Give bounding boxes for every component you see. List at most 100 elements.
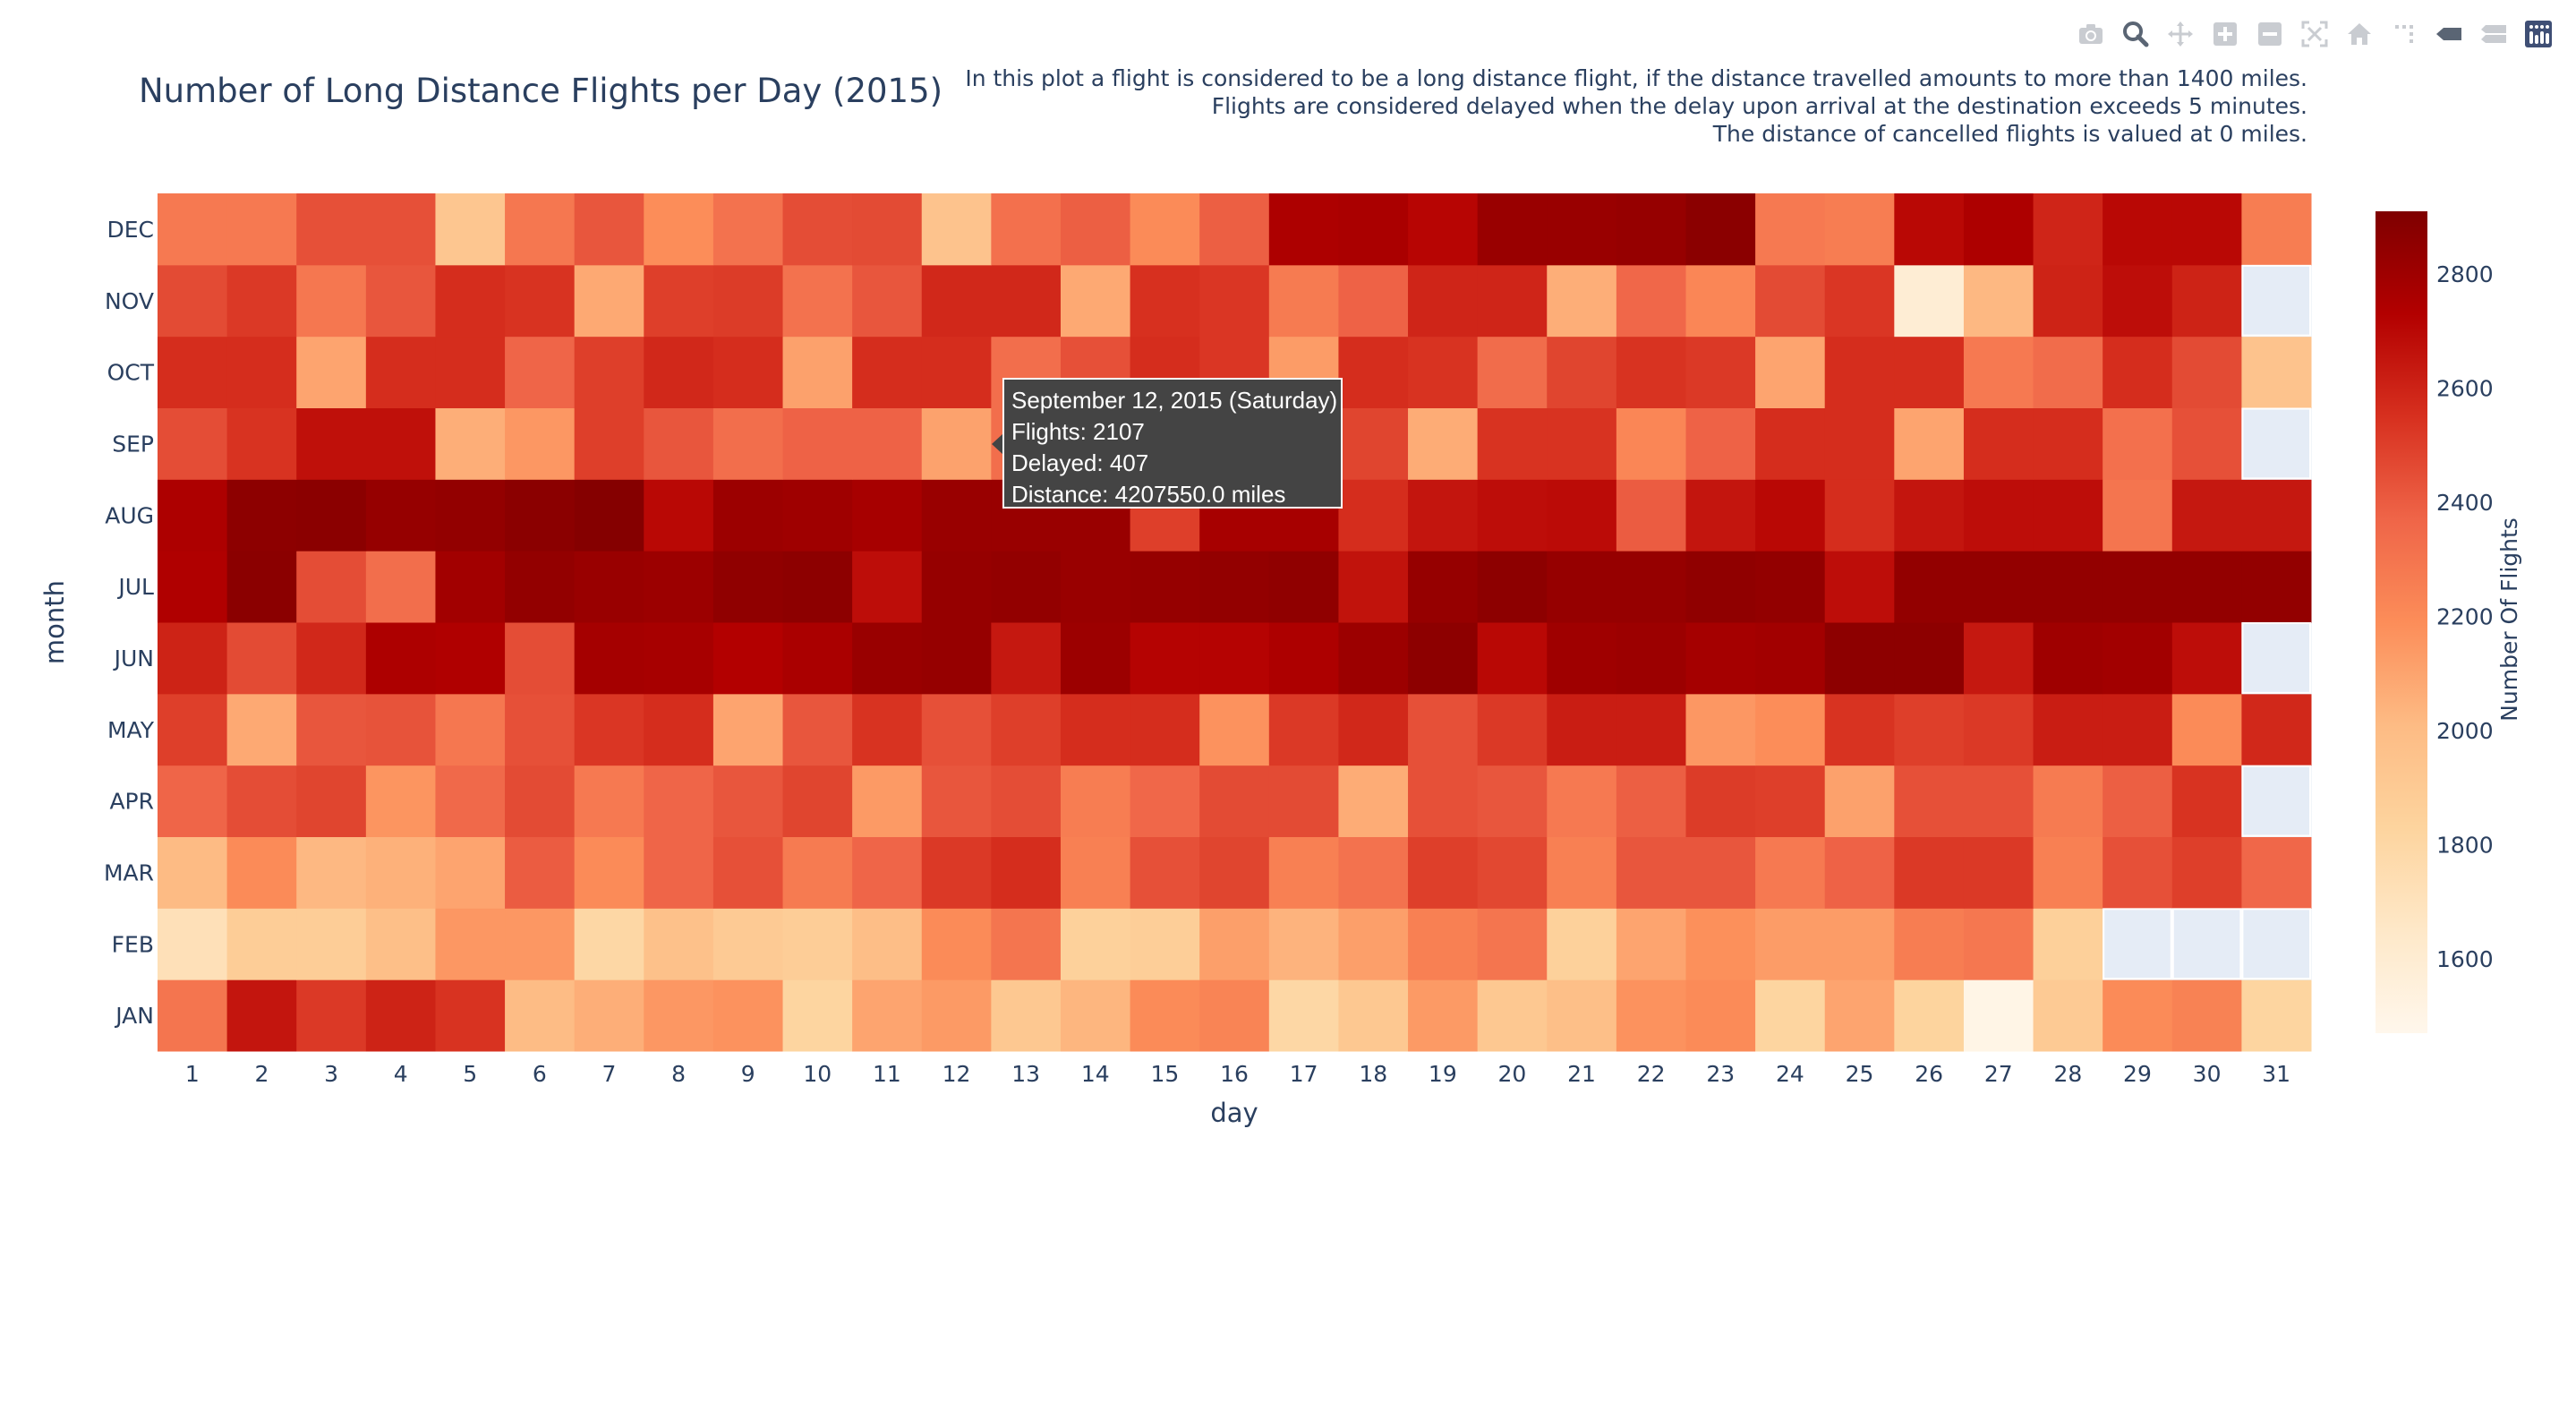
heatmap-cell[interactable] bbox=[1408, 765, 1479, 837]
heatmap-cell[interactable] bbox=[1755, 836, 1826, 909]
heatmap-cell[interactable] bbox=[1547, 908, 1617, 980]
heatmap-cell[interactable] bbox=[921, 551, 992, 623]
heatmap-cell[interactable] bbox=[1894, 264, 1965, 338]
heatmap-cell[interactable] bbox=[1685, 765, 1756, 837]
heatmap-cell[interactable] bbox=[1408, 979, 1479, 1052]
heatmap-cell[interactable] bbox=[1130, 693, 1200, 766]
heatmap-cell[interactable] bbox=[365, 908, 436, 980]
heatmap-cell[interactable] bbox=[2033, 979, 2103, 1052]
heatmap-cell[interactable] bbox=[921, 765, 992, 837]
heatmap-cell[interactable] bbox=[1824, 193, 1895, 266]
heatmap-cell[interactable] bbox=[1894, 407, 1965, 480]
heatmap-cell[interactable] bbox=[782, 908, 853, 980]
heatmap-cell[interactable] bbox=[1408, 193, 1479, 266]
heatmap-cell[interactable] bbox=[574, 407, 644, 480]
heatmap-cell[interactable] bbox=[1060, 622, 1131, 695]
heatmap-cell[interactable] bbox=[296, 622, 367, 695]
heatmap-cell[interactable] bbox=[505, 264, 576, 338]
heatmap-cell[interactable] bbox=[158, 693, 228, 766]
heatmap-cell[interactable] bbox=[991, 908, 1062, 980]
heatmap-cell[interactable] bbox=[1547, 193, 1617, 266]
heatmap-cell[interactable] bbox=[1477, 693, 1548, 766]
heatmap-cell[interactable] bbox=[2241, 551, 2312, 623]
heatmap-cell[interactable] bbox=[1963, 622, 2034, 695]
heatmap-cell[interactable] bbox=[1616, 336, 1686, 408]
heatmap-cell[interactable] bbox=[782, 836, 853, 909]
heatmap-cell[interactable] bbox=[712, 836, 784, 909]
heatmap-cell[interactable] bbox=[712, 979, 784, 1052]
heatmap-cell[interactable] bbox=[2033, 693, 2103, 766]
heatmap-cell[interactable] bbox=[505, 479, 576, 552]
heatmap-cell[interactable] bbox=[1477, 836, 1548, 909]
heatmap-cell[interactable] bbox=[505, 551, 576, 623]
plotly-logo-icon[interactable] bbox=[2521, 16, 2556, 52]
heatmap-cell[interactable] bbox=[1616, 979, 1686, 1052]
heatmap-cell[interactable] bbox=[644, 479, 714, 552]
heatmap-cell[interactable] bbox=[1755, 551, 1826, 623]
heatmap-cell[interactable] bbox=[1477, 908, 1548, 980]
heatmap-cell[interactable] bbox=[158, 765, 228, 837]
heatmap-cell[interactable] bbox=[991, 979, 1062, 1052]
heatmap-cell[interactable] bbox=[1616, 836, 1686, 909]
heatmap-cell[interactable] bbox=[782, 979, 853, 1052]
heatmap-cell[interactable] bbox=[991, 264, 1062, 338]
heatmap-cell[interactable] bbox=[1616, 693, 1686, 766]
heatmap-cell[interactable] bbox=[1338, 836, 1409, 909]
heatmap-cell[interactable] bbox=[1755, 765, 1826, 837]
heatmap-cell[interactable] bbox=[435, 193, 506, 266]
heatmap-cell[interactable] bbox=[782, 336, 853, 408]
heatmap-cell[interactable] bbox=[1547, 622, 1617, 695]
heatmap-cell[interactable] bbox=[574, 693, 644, 766]
heatmap-cell[interactable] bbox=[852, 979, 923, 1052]
heatmap-cell[interactable] bbox=[852, 836, 923, 909]
heatmap-cell[interactable] bbox=[1963, 193, 2034, 266]
heatmap-cell[interactable] bbox=[1268, 693, 1339, 766]
heatmap-cell[interactable] bbox=[2171, 979, 2242, 1052]
heatmap-cell[interactable] bbox=[226, 908, 297, 980]
heatmap-cell[interactable] bbox=[852, 264, 923, 338]
heatmap-cell[interactable] bbox=[712, 193, 784, 266]
heatmap-cell[interactable] bbox=[226, 336, 297, 408]
heatmap-cell[interactable] bbox=[1338, 551, 1409, 623]
heatmap-cell[interactable] bbox=[1894, 479, 1965, 552]
heatmap-cell[interactable] bbox=[852, 622, 923, 695]
heatmap-cell[interactable] bbox=[296, 908, 367, 980]
heatmap-cell[interactable] bbox=[1477, 551, 1548, 623]
heatmap-cell[interactable] bbox=[1755, 693, 1826, 766]
heatmap-cell[interactable] bbox=[226, 193, 297, 266]
heatmap-cell[interactable] bbox=[505, 193, 576, 266]
heatmap-cell[interactable] bbox=[991, 622, 1062, 695]
heatmap-cell[interactable] bbox=[296, 336, 367, 408]
heatmap-cell[interactable] bbox=[1824, 336, 1895, 408]
heatmap-cell[interactable] bbox=[1408, 336, 1479, 408]
heatmap-cell[interactable] bbox=[296, 479, 367, 552]
heatmap-cell[interactable] bbox=[505, 908, 576, 980]
heatmap-cell[interactable] bbox=[1268, 908, 1339, 980]
heatmap-cell[interactable] bbox=[435, 264, 506, 338]
heatmap-cell[interactable] bbox=[2033, 622, 2103, 695]
heatmap-cell[interactable] bbox=[2171, 479, 2242, 552]
heatmap-cell[interactable] bbox=[1338, 264, 1409, 338]
heatmap-cell[interactable] bbox=[158, 407, 228, 480]
heatmap-cell[interactable] bbox=[226, 693, 297, 766]
heatmap-cell[interactable] bbox=[1685, 264, 1756, 338]
heatmap-cell[interactable] bbox=[1824, 622, 1895, 695]
heatmap-cell[interactable] bbox=[1963, 336, 2034, 408]
heatmap-cell[interactable] bbox=[782, 193, 853, 266]
heatmap-cell[interactable] bbox=[1894, 836, 1965, 909]
heatmap-cell[interactable] bbox=[2241, 193, 2312, 266]
heatmap-cell[interactable] bbox=[991, 693, 1062, 766]
heatmap-cell[interactable] bbox=[644, 264, 714, 338]
heatmap-cell[interactable] bbox=[1685, 193, 1756, 266]
heatmap-cell[interactable] bbox=[2103, 836, 2173, 909]
heatmap-cell[interactable] bbox=[1755, 479, 1826, 552]
heatmap-cell[interactable] bbox=[365, 407, 436, 480]
heatmap-cell[interactable] bbox=[1268, 551, 1339, 623]
pan-icon[interactable] bbox=[2162, 16, 2198, 52]
heatmap-cell[interactable] bbox=[921, 336, 992, 408]
heatmap-cell[interactable] bbox=[1963, 979, 2034, 1052]
heatmap-cell[interactable] bbox=[1894, 622, 1965, 695]
heatmap-cell[interactable] bbox=[505, 622, 576, 695]
heatmap-cell[interactable] bbox=[782, 407, 853, 480]
heatmap-cell[interactable] bbox=[1199, 836, 1270, 909]
